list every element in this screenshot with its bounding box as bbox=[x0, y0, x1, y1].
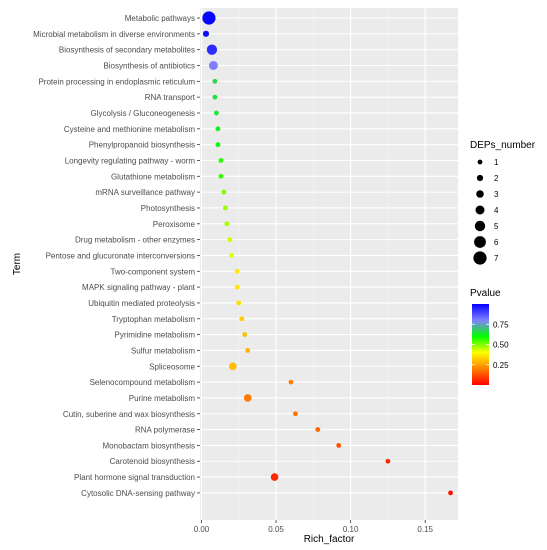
y-tick-label: Cutin, suberine and wax biosynthesis bbox=[63, 410, 195, 419]
size-legend-label: 7 bbox=[494, 254, 499, 263]
y-tick-label: Tryptophan metabolism bbox=[112, 315, 196, 324]
y-axis-ticks: Metabolic pathways Microbial metabolism i… bbox=[33, 14, 200, 498]
size-legend-key bbox=[474, 236, 486, 248]
size-legend-label: 4 bbox=[494, 206, 499, 215]
data-point bbox=[234, 268, 240, 274]
y-axis-title: Term bbox=[12, 253, 23, 275]
size-legend-label: 5 bbox=[494, 222, 499, 231]
size-legend: DEPs_number 1 2 3 4 5 6 7 bbox=[470, 140, 536, 265]
data-point bbox=[215, 126, 221, 132]
data-point bbox=[245, 348, 251, 353]
y-tick-label: Purine metabolism bbox=[129, 394, 196, 403]
size-legend-label: 1 bbox=[494, 158, 499, 167]
y-tick-label: Ubiquitin mediated proteolysis bbox=[88, 299, 195, 308]
y-tick-label: MAPK signaling pathway - plant bbox=[82, 283, 196, 292]
y-tick-label: Metabolic pathways bbox=[125, 14, 195, 23]
y-tick-label: Sulfur metabolism bbox=[131, 346, 195, 355]
size-legend-key bbox=[474, 220, 486, 232]
color-legend-label: 0.25 bbox=[493, 361, 509, 370]
data-point bbox=[202, 30, 210, 37]
data-point bbox=[236, 300, 242, 306]
y-tick-label: Glutathione metabolism bbox=[111, 172, 195, 181]
x-tick-label: 0.15 bbox=[417, 525, 433, 534]
data-point bbox=[242, 332, 248, 337]
data-point bbox=[218, 173, 224, 179]
data-point bbox=[293, 411, 298, 417]
y-tick-label: Pyrimidine metabolism bbox=[115, 331, 196, 340]
size-legend-title: DEPs_number bbox=[470, 140, 536, 151]
y-tick-label: Photosynthesis bbox=[141, 204, 195, 213]
data-point bbox=[221, 189, 227, 195]
data-point bbox=[212, 94, 218, 100]
size-legend-key bbox=[476, 190, 484, 198]
color-legend-label: 0.50 bbox=[493, 341, 509, 350]
y-tick-label: Biosynthesis of secondary metabolites bbox=[59, 46, 195, 55]
size-legend-label: 3 bbox=[494, 190, 499, 199]
data-point bbox=[229, 362, 237, 371]
data-point bbox=[385, 458, 391, 464]
y-tick-label: Pentose and glucuronate interconversions bbox=[46, 251, 195, 260]
y-tick-label: Cysteine and methionine metabolism bbox=[64, 125, 196, 134]
x-axis-title: Rich_factor bbox=[304, 534, 355, 545]
data-point bbox=[206, 44, 218, 55]
size-legend-key bbox=[473, 251, 487, 265]
grid-lines bbox=[200, 8, 458, 520]
data-point bbox=[448, 490, 453, 496]
color-legend-title: Pvalue bbox=[470, 288, 501, 299]
data-point bbox=[234, 284, 240, 290]
y-tick-label: RNA transport bbox=[145, 93, 196, 102]
data-point bbox=[243, 394, 252, 402]
data-point bbox=[270, 473, 279, 481]
data-point bbox=[212, 78, 218, 84]
data-point bbox=[218, 158, 224, 163]
data-point bbox=[315, 427, 321, 432]
size-legend-label: 2 bbox=[494, 174, 499, 183]
size-legend-key bbox=[475, 205, 485, 215]
x-tick-label: 0.10 bbox=[343, 525, 359, 534]
size-legend-label: 6 bbox=[494, 238, 499, 247]
data-point bbox=[202, 11, 216, 25]
data-point bbox=[224, 221, 230, 227]
data-point bbox=[214, 110, 219, 116]
data-point bbox=[208, 60, 218, 70]
y-tick-label: Spliceosome bbox=[149, 362, 195, 371]
data-point bbox=[228, 253, 234, 258]
y-tick-label: Monobactam biosynthesis bbox=[103, 441, 196, 450]
data-point bbox=[239, 316, 245, 322]
y-tick-label: Peroxisome bbox=[153, 220, 196, 229]
data-point bbox=[336, 443, 342, 448]
plot-panel bbox=[200, 8, 458, 520]
size-legend-key bbox=[477, 159, 483, 165]
x-tick-label: 0.00 bbox=[194, 525, 210, 534]
y-tick-label: Cytosolic DNA-sensing pathway bbox=[81, 489, 195, 498]
color-legend: Pvalue 0.75 0.50 0.25 bbox=[470, 288, 509, 385]
y-tick-label: Biosynthesis of antibiotics bbox=[103, 61, 195, 70]
color-legend-label: 0.75 bbox=[493, 320, 509, 329]
data-point bbox=[227, 237, 233, 243]
size-legend-key bbox=[476, 174, 484, 182]
data-point bbox=[215, 142, 221, 148]
y-tick-label: RNA polymerase bbox=[135, 426, 196, 435]
y-tick-label: Microbial metabolism in diverse environm… bbox=[33, 30, 195, 39]
y-tick-label: Glycolysis / Gluconeogenesis bbox=[91, 109, 196, 118]
y-tick-label: Plant hormone signal transduction bbox=[74, 473, 195, 482]
color-bar bbox=[472, 304, 489, 385]
y-tick-label: Protein processing in endoplasmic reticu… bbox=[38, 77, 195, 86]
data-point bbox=[222, 205, 228, 211]
y-tick-label: Phenylpropanoid biosynthesis bbox=[89, 141, 195, 150]
y-tick-label: mRNA surveillance pathway bbox=[95, 188, 195, 197]
x-tick-label: 0.05 bbox=[268, 525, 284, 534]
y-tick-label: Longevity regulating pathway - worm bbox=[65, 156, 196, 165]
x-axis-ticks: 0.00 0.05 0.10 0.15 bbox=[194, 520, 434, 534]
y-tick-label: Selenocompound metabolism bbox=[90, 378, 196, 387]
y-tick-label: Two-component system bbox=[111, 267, 196, 276]
data-points bbox=[202, 11, 453, 496]
y-tick-label: Drug metabolism - other enzymes bbox=[75, 236, 195, 245]
data-point bbox=[288, 379, 294, 385]
y-tick-label: Carotenoid biosynthesis bbox=[110, 457, 195, 466]
